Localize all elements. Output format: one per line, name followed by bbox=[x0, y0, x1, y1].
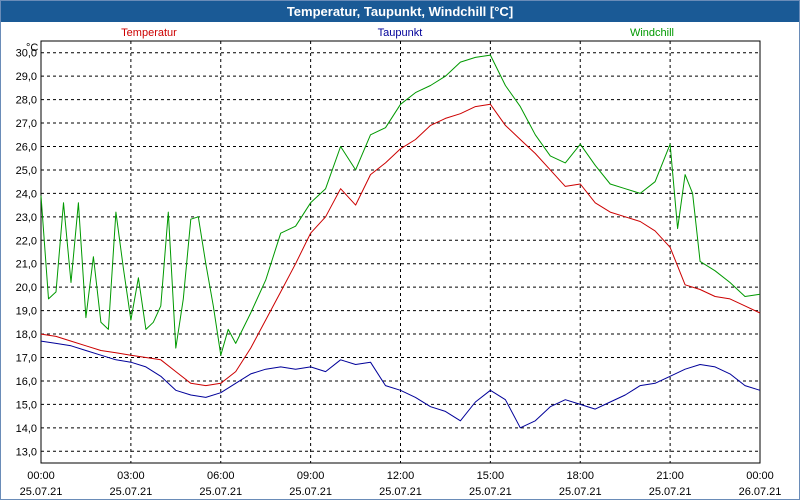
y-tick-label: 16,0 bbox=[16, 376, 37, 388]
x-tick-time: 06:00 bbox=[207, 470, 235, 482]
x-tick-date: 25.07.21 bbox=[559, 486, 602, 498]
y-tick-label: 19,0 bbox=[16, 306, 37, 318]
legend-layer: Temperatur Taupunkt Windchill bbox=[121, 27, 674, 39]
x-tick-date: 25.07.21 bbox=[199, 486, 242, 498]
axis-layer: 13,0 14,0 15,0 16,0 17,0 18,0 19,0 20,0 21,0 22,0… bbox=[16, 48, 782, 498]
grid-layer bbox=[41, 41, 760, 463]
x-tick-date: 25.07.21 bbox=[649, 486, 692, 498]
y-tick-label: 26,0 bbox=[16, 142, 37, 154]
y-tick-label: 18,0 bbox=[16, 329, 37, 341]
y-tick-label: 24,0 bbox=[16, 188, 37, 200]
x-tick-date: 25.07.21 bbox=[109, 486, 152, 498]
x-tick-time: 00:00 bbox=[27, 470, 55, 482]
legend-temperatur: Temperatur bbox=[121, 27, 177, 39]
y-tick-label: 15,0 bbox=[16, 399, 37, 411]
x-tick-time: 21:00 bbox=[656, 470, 684, 482]
y-tick-label: 17,0 bbox=[16, 353, 37, 365]
legend-taupunkt: Taupunkt bbox=[378, 27, 423, 39]
y-tick-label: 27,0 bbox=[16, 118, 37, 130]
series-line-taupunkt bbox=[40, 340, 761, 429]
x-tick-time: 15:00 bbox=[477, 470, 505, 482]
x-tick-time: 18:00 bbox=[566, 470, 594, 482]
x-tick-date: 25.07.21 bbox=[20, 486, 63, 498]
chart-title: Temperatur, Taupunkt, Windchill [°C] bbox=[1, 1, 799, 22]
x-tick-date: 25.07.21 bbox=[379, 486, 422, 498]
series-layer bbox=[40, 54, 761, 429]
y-tick-label: 29,0 bbox=[16, 71, 37, 83]
x-tick-time: 03:00 bbox=[117, 470, 145, 482]
y-tick-label: 14,0 bbox=[16, 423, 37, 435]
y-tick-label: 30,0 bbox=[16, 48, 37, 60]
series-line-windchill bbox=[40, 54, 761, 356]
x-tick-date: 25.07.21 bbox=[469, 486, 512, 498]
x-tick-date: 26.07.21 bbox=[739, 486, 782, 498]
x-tick-time: 09:00 bbox=[297, 470, 325, 482]
series-line-temperatur bbox=[40, 103, 761, 387]
x-tick-time: 00:00 bbox=[746, 470, 774, 482]
y-tick-label: 25,0 bbox=[16, 165, 37, 177]
x-tick-time: 12:00 bbox=[387, 470, 415, 482]
y-tick-label: 23,0 bbox=[16, 212, 37, 224]
y-tick-label: 21,0 bbox=[16, 259, 37, 271]
y-tick-label: 28,0 bbox=[16, 95, 37, 107]
y-tick-label: 20,0 bbox=[16, 282, 37, 294]
y-axis-unit: °C bbox=[26, 42, 38, 54]
y-tick-label: 13,0 bbox=[16, 446, 37, 458]
x-tick-date: 25.07.21 bbox=[289, 486, 332, 498]
y-tick-label: 22,0 bbox=[16, 235, 37, 247]
legend-windchill: Windchill bbox=[630, 27, 674, 39]
